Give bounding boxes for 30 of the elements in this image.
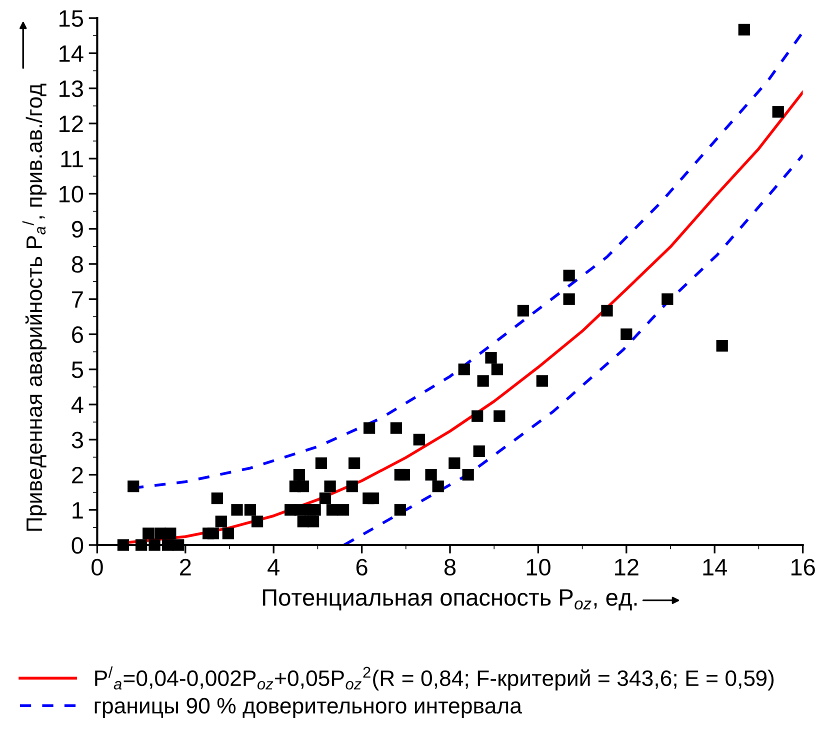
y-tick-label: 2 [72,466,83,484]
legend-label: границы 90 % доверительного интервала [94,698,522,718]
x-tick-label: 4 [268,559,280,576]
x-tick-label: 12 [615,558,638,576]
y-tick-label: 13 [60,80,83,98]
y-tick-label: 1 [72,502,83,518]
x-axis-title: Потенциальная опасность P$_{oz}$, ед. [263,589,637,610]
y-tick-label: 5 [72,362,84,378]
x-tick-label: 16 [791,558,815,576]
x-tick-label: 0 [92,558,103,576]
y-axis-title: Приведенная аварийность P$_{a}$$^{/}$, прив.ав./год [22,84,47,531]
line-series [342,154,803,546]
y-tick-label: 12 [60,116,83,132]
y-tick-label: 11 [61,150,83,168]
y-tick-label: 7 [72,291,83,308]
x-tick-label: 8 [444,558,456,576]
y-tick-label: 3 [72,432,83,448]
y-tick-label: 9 [72,220,83,238]
y-tick-label: 10 [60,186,84,203]
x-tick-label: 6 [356,558,368,576]
y-tick-label: 8 [72,256,83,273]
y-tick-label: 4 [71,396,84,414]
y-tick-label: 0 [72,537,84,554]
text: P$^{/}$$_{a}$=0,04-0,002P$_{oz}$+0,05P$_{oz}$$^{2}$(R = 0,84; F-критерий = 343,6; E = 0,59) [95,666,774,690]
y-tick-label: 14 [60,46,84,62]
x-tick-label: 14 [703,559,728,576]
x-tick-label: 10 [526,558,550,576]
x-tick-label: 2 [180,558,191,576]
y-tick-label: 6 [72,326,83,344]
y-tick-label: 15 [60,10,84,27]
